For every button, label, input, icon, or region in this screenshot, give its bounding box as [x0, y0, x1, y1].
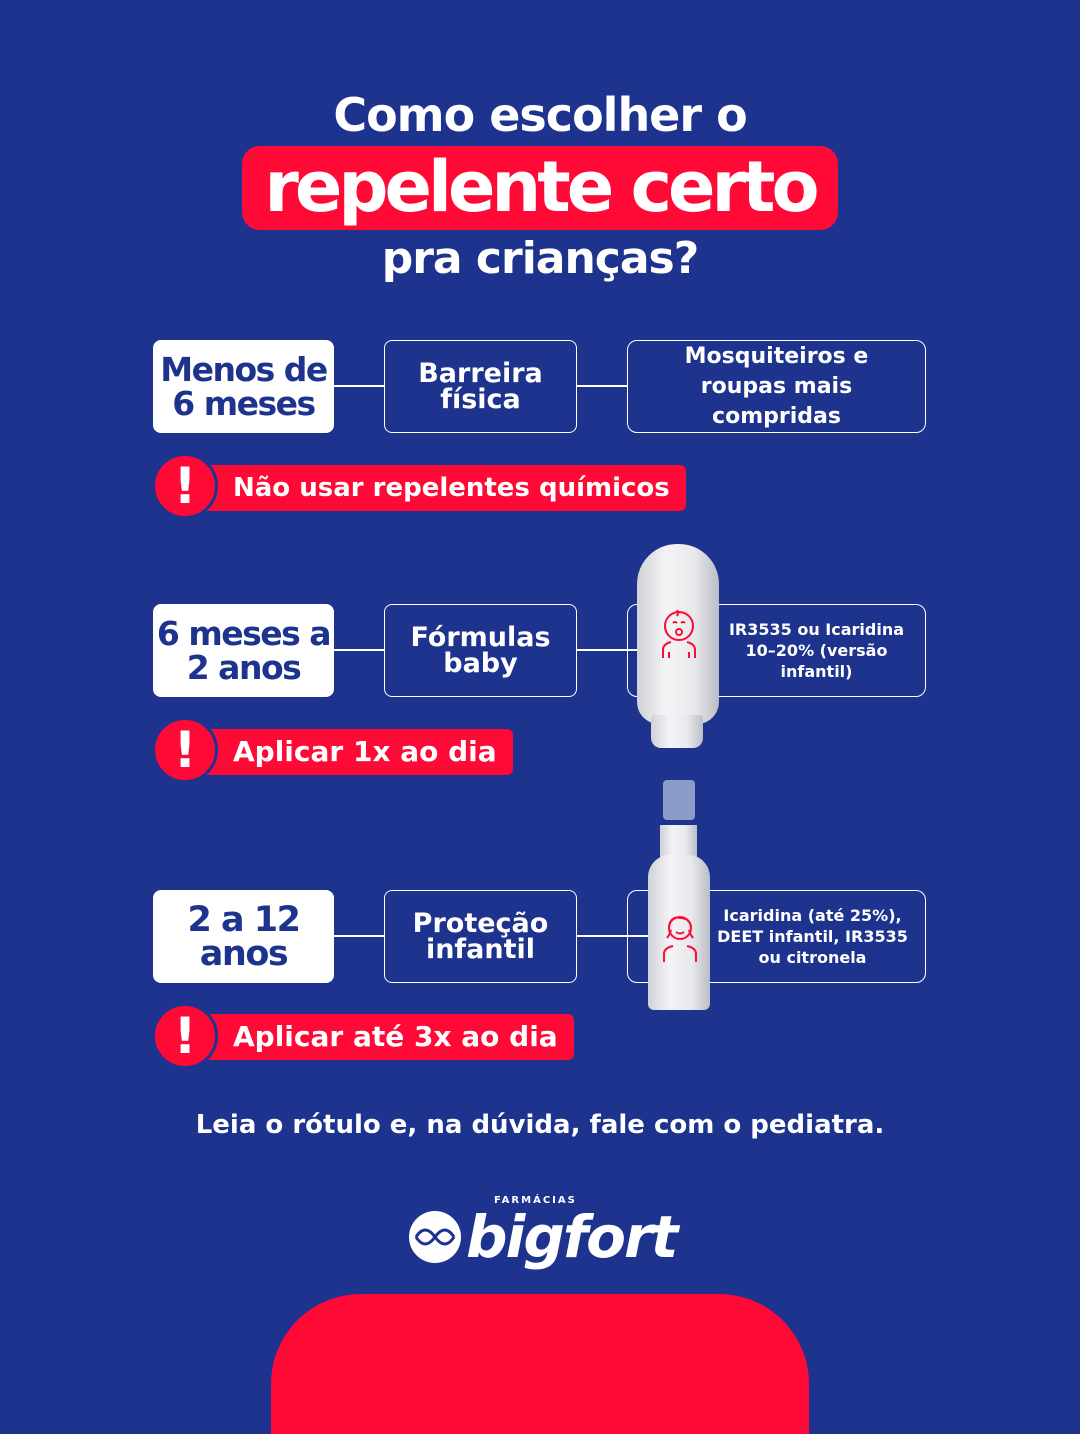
tube-cap: [651, 715, 703, 748]
logo-mark-icon: [409, 1211, 461, 1263]
type-box: Barreira física: [384, 340, 577, 433]
exclamation-icon: !: [152, 717, 218, 783]
exclamation-icon: !: [152, 453, 218, 519]
age-box: 2 a 12 anos: [153, 890, 334, 983]
title-line1: Como escolher o: [333, 88, 747, 142]
title-highlight: repelente certo: [242, 146, 838, 230]
logo-small-text: FARMÁCIAS: [494, 1195, 577, 1206]
decorative-red-shape: [271, 1294, 809, 1434]
detail-box: Mosquiteiros e roupas mais compridas: [627, 340, 926, 433]
detail-box: Icaridina (até 25%), DEET infantil, IR35…: [627, 890, 926, 983]
spray-nozzle: [660, 825, 697, 860]
detail-box: IR3535 ou Icaridina 10–20% (versão infan…: [627, 604, 926, 697]
child-icon: [663, 916, 697, 962]
alert-pill: Não usar repelentes químicos: [185, 465, 686, 511]
spray-cap: [663, 780, 695, 820]
baby-icon: [662, 609, 696, 658]
title-highlight-wrap: repelente certo: [0, 146, 1080, 230]
logo-name: bigfort: [466, 1203, 678, 1271]
exclamation-icon: !: [152, 1003, 218, 1069]
title-line3: pra crianças?: [381, 233, 700, 284]
footer-note: Leia o rótulo e, na dúvida, fale com o p…: [195, 1110, 885, 1140]
type-box: Proteção infantil: [384, 890, 577, 983]
type-box: Fórmulas baby: [384, 604, 577, 697]
alert-pill: Aplicar até 3x ao dia: [185, 1014, 574, 1060]
age-box: Menos de 6 meses: [153, 340, 334, 433]
bigfort-logo: FARMÁCIAS bigfort: [408, 1195, 678, 1271]
alert-pill: Aplicar 1x ao dia: [185, 729, 513, 775]
age-box: 6 meses a 2 anos: [153, 604, 334, 697]
